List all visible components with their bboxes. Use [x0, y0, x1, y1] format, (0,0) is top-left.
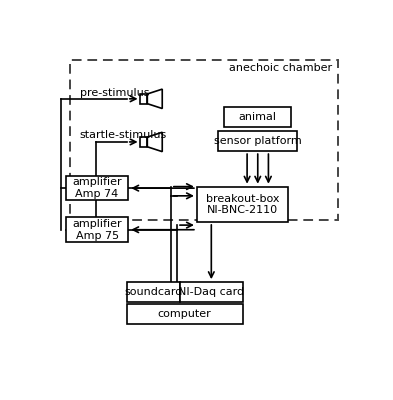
Polygon shape: [147, 89, 162, 108]
Bar: [197, 186, 288, 222]
Bar: [70, 60, 338, 220]
Bar: [127, 304, 242, 324]
Bar: [141, 94, 147, 104]
Text: breakout-box
NI-BNC-2110: breakout-box NI-BNC-2110: [206, 194, 279, 215]
Text: animal: animal: [239, 112, 277, 122]
Bar: [141, 137, 147, 147]
Bar: [180, 282, 242, 302]
Text: NI-Daq card: NI-Daq card: [178, 287, 244, 297]
Text: amplifier
Amp 75: amplifier Amp 75: [72, 219, 122, 240]
Text: anechoic chamber: anechoic chamber: [229, 64, 332, 74]
Text: soundcard: soundcard: [124, 287, 183, 297]
Bar: [218, 131, 298, 151]
Polygon shape: [147, 132, 162, 152]
Bar: [66, 218, 129, 242]
Bar: [127, 282, 180, 302]
Bar: [224, 106, 291, 126]
Text: pre-stimulus: pre-stimulus: [79, 88, 149, 98]
Text: amplifier
Amp 74: amplifier Amp 74: [72, 177, 122, 199]
Text: startle-stimulus: startle-stimulus: [79, 130, 167, 140]
Text: computer: computer: [158, 309, 211, 319]
Text: sensor platform: sensor platform: [214, 136, 302, 146]
Bar: [66, 176, 129, 200]
